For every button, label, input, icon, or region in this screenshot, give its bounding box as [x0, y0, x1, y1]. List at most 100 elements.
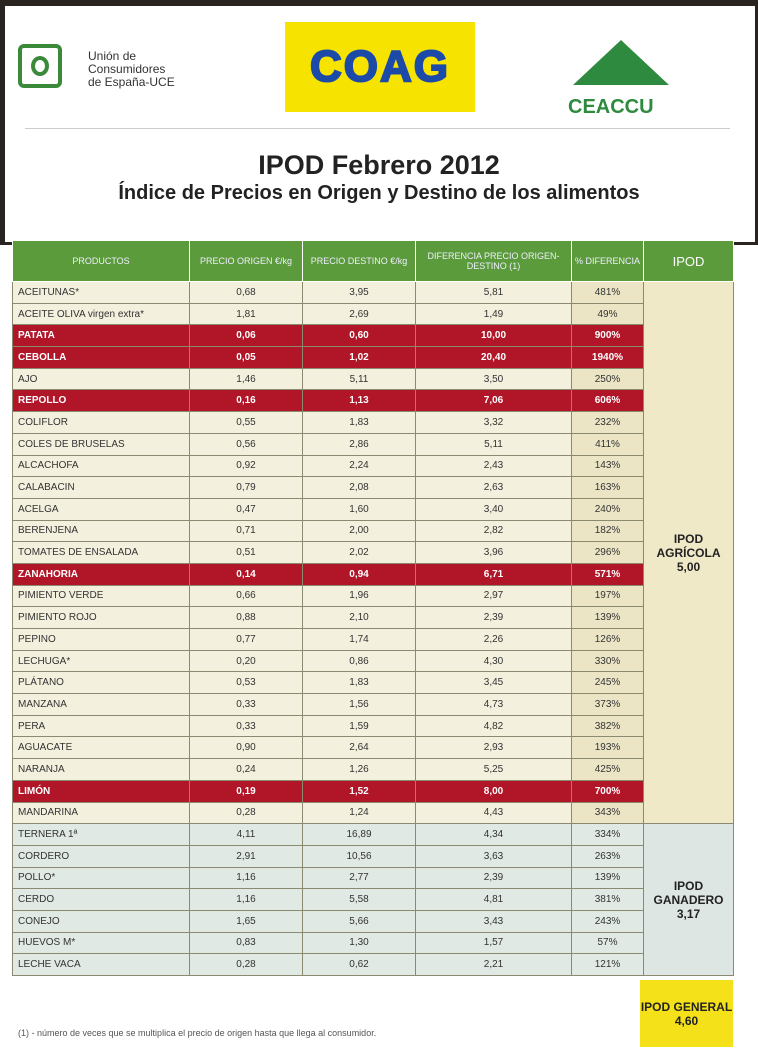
cell: 5,25: [416, 759, 572, 781]
product-name: CALABACIN: [13, 477, 190, 499]
cell: 0,92: [190, 455, 303, 477]
column-header: PRECIO ORIGEN €/kg: [190, 241, 303, 282]
product-name: PIMIENTO ROJO: [13, 607, 190, 629]
cell: 1940%: [572, 347, 644, 369]
cell: 2,39: [416, 867, 572, 889]
page: Unión deConsumidoresde España-UCE COAG C…: [0, 0, 758, 1049]
cell: 5,66: [303, 910, 416, 932]
table-row: TOMATES DE ENSALADA0,512,023,96296%: [13, 542, 734, 564]
cell: 0,55: [190, 412, 303, 434]
cell: 4,73: [416, 694, 572, 716]
table-row: PERA0,331,594,82382%: [13, 715, 734, 737]
cell: 0,83: [190, 932, 303, 954]
cell: 0,86: [303, 650, 416, 672]
product-name: CEBOLLA: [13, 347, 190, 369]
cell: 232%: [572, 412, 644, 434]
table-row: CERDO1,165,584,81381%: [13, 889, 734, 911]
column-header: IPOD: [644, 241, 734, 282]
cell: 1,74: [303, 629, 416, 651]
cell: 1,57: [416, 932, 572, 954]
cell: 330%: [572, 650, 644, 672]
cell: 571%: [572, 563, 644, 585]
cell: 0,14: [190, 563, 303, 585]
product-name: HUEVOS M*: [13, 932, 190, 954]
table-row: PIMIENTO VERDE0,661,962,97197%: [13, 585, 734, 607]
cell: 2,39: [416, 607, 572, 629]
cell: 163%: [572, 477, 644, 499]
cell: 481%: [572, 282, 644, 304]
table-row: MANDARINA0,281,244,43343%: [13, 802, 734, 824]
cell: 606%: [572, 390, 644, 412]
table-row: ACELGA0,471,603,40240%: [13, 498, 734, 520]
cell: 1,83: [303, 412, 416, 434]
product-name: PEPINO: [13, 629, 190, 651]
cell: 1,56: [303, 694, 416, 716]
cell: 4,34: [416, 824, 572, 846]
cell: 0,33: [190, 694, 303, 716]
cell: 334%: [572, 824, 644, 846]
cell: 0,62: [303, 954, 416, 976]
cell: 263%: [572, 845, 644, 867]
uce-logo: [18, 44, 62, 88]
cell: 2,93: [416, 737, 572, 759]
group-cell: IPOD AGRÍCOLA5,00: [644, 282, 734, 824]
table-row: PEPINO0,771,742,26126%: [13, 629, 734, 651]
divider: [25, 128, 730, 129]
cell: 2,64: [303, 737, 416, 759]
cell: 240%: [572, 498, 644, 520]
cell: 1,24: [303, 802, 416, 824]
uce-line: de España-UCE: [88, 76, 175, 89]
subtitle: Índice de Precios en Origen y Destino de…: [0, 182, 758, 205]
column-header: % DIFERENCIA: [572, 241, 644, 282]
cell: 4,82: [416, 715, 572, 737]
ceaccu-name: CEACCU: [568, 96, 654, 119]
cell: 1,83: [303, 672, 416, 694]
cell: 143%: [572, 455, 644, 477]
group-label: IPOD AGRÍCOLA: [650, 532, 727, 560]
table-row: CEBOLLA0,051,0220,401940%: [13, 347, 734, 369]
cell: 425%: [572, 759, 644, 781]
cell: 2,63: [416, 477, 572, 499]
cell: 10,00: [416, 325, 572, 347]
cell: 0,60: [303, 325, 416, 347]
cell: 382%: [572, 715, 644, 737]
cell: 0,28: [190, 954, 303, 976]
cell: 0,66: [190, 585, 303, 607]
cell: 139%: [572, 607, 644, 629]
table-row: CONEJO1,655,663,43243%: [13, 910, 734, 932]
cell: 296%: [572, 542, 644, 564]
cell: 1,16: [190, 867, 303, 889]
table-row: PIMIENTO ROJO0,882,102,39139%: [13, 607, 734, 629]
cell: 6,71: [416, 563, 572, 585]
cell: 245%: [572, 672, 644, 694]
cell: 1,26: [303, 759, 416, 781]
cell: 1,52: [303, 780, 416, 802]
cell: 16,89: [303, 824, 416, 846]
table-row: ACEITUNAS*0,683,955,81481%IPOD AGRÍCOLA5…: [13, 282, 734, 304]
cell: 700%: [572, 780, 644, 802]
cell: 1,60: [303, 498, 416, 520]
cell: 0,06: [190, 325, 303, 347]
table-row: HUEVOS M*0,831,301,5757%: [13, 932, 734, 954]
ceaccu-logo: [573, 40, 669, 85]
table-row: AGUACATE0,902,642,93193%: [13, 737, 734, 759]
cell: 4,43: [416, 802, 572, 824]
cell: 1,49: [416, 303, 572, 325]
cell: 0,16: [190, 390, 303, 412]
cell: 373%: [572, 694, 644, 716]
table-row: MANZANA0,331,564,73373%: [13, 694, 734, 716]
cell: 8,00: [416, 780, 572, 802]
product-name: TOMATES DE ENSALADA: [13, 542, 190, 564]
cell: 2,21: [416, 954, 572, 976]
cell: 139%: [572, 867, 644, 889]
cell: 3,50: [416, 368, 572, 390]
cell: 3,45: [416, 672, 572, 694]
